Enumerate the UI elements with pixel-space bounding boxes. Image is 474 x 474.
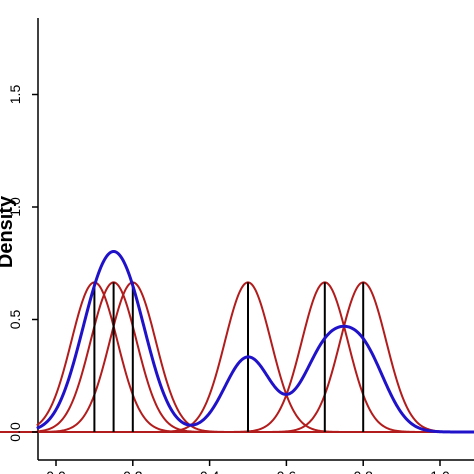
x-tick-label-5: 0.8 — [353, 468, 373, 474]
x-tick-label-2: 0.2 — [123, 468, 143, 474]
y-axis-ticks: 0.0 0.5 1.0 1.5 — [7, 85, 38, 442]
y-tick-label-0: 0.0 — [7, 422, 23, 442]
kernel-curves — [0, 281, 474, 433]
density-curve — [36, 249, 474, 434]
x-tick-label-1: 0.0 — [46, 468, 66, 474]
density-estimate — [36, 249, 474, 434]
y-tick-label-3: 1.5 — [7, 85, 23, 105]
x-tick-label-4: 0.6 — [277, 468, 297, 474]
x-tick-label-3: 0.4 — [200, 468, 220, 474]
x-axis-ticks: -0.20.00.20.40.60.81.0 — [46, 460, 450, 474]
y-tick-label-2: 1.0 — [7, 197, 23, 217]
x-tick-label-6: 1.0 — [430, 468, 450, 474]
y-axis-label: Density — [0, 195, 17, 268]
y-tick-label-1: 0.5 — [7, 310, 23, 330]
data-point-lines — [93, 282, 365, 432]
kernel-curve-6 — [36, 281, 474, 433]
